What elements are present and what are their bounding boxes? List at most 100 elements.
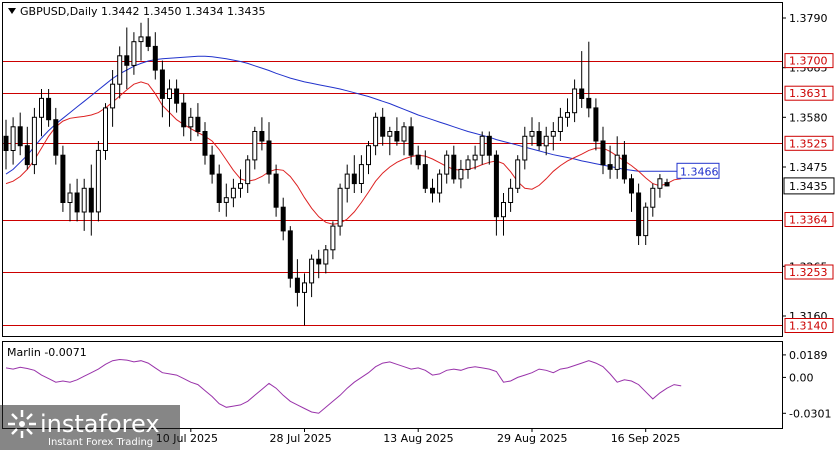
candle bbox=[479, 131, 485, 165]
candle bbox=[621, 141, 627, 184]
candle bbox=[486, 131, 492, 165]
candle bbox=[74, 178, 80, 222]
level-price-label: 1.3253 bbox=[789, 266, 828, 279]
time-axis: 10 Jul 2025 28 Jul 2025 13 Aug 2025 29 Aug … bbox=[156, 428, 681, 445]
candle bbox=[394, 117, 400, 146]
candle-body-up bbox=[650, 187, 656, 208]
candle-body-down bbox=[259, 131, 265, 142]
candle bbox=[316, 249, 322, 279]
candle-body-up bbox=[188, 116, 194, 128]
candle-body-up bbox=[465, 159, 471, 170]
candle bbox=[67, 183, 73, 222]
candle-body-down bbox=[636, 192, 642, 237]
candle-body-down bbox=[621, 154, 627, 180]
level-price-label: 1.3631 bbox=[789, 87, 828, 100]
candle bbox=[302, 273, 307, 326]
candle bbox=[643, 202, 649, 245]
candle bbox=[17, 112, 23, 156]
level-price-box bbox=[784, 264, 834, 280]
candle-body-up bbox=[643, 206, 649, 237]
price-tick-label: 1.3790 bbox=[789, 12, 828, 25]
watermark-tagline: Instant Forex Trading bbox=[48, 437, 153, 448]
candle bbox=[472, 145, 478, 170]
candle-body-up bbox=[387, 131, 393, 137]
watermark: instaforex Instant Forex Trading bbox=[0, 405, 180, 450]
candle-body-down bbox=[273, 173, 279, 208]
candle-body-down bbox=[380, 116, 386, 137]
candle-body-down bbox=[430, 187, 435, 194]
candle-body-up bbox=[67, 192, 73, 203]
candle-body-up bbox=[657, 178, 663, 189]
marlin-line bbox=[5, 358, 682, 414]
candle bbox=[586, 41, 592, 118]
candle-body-up bbox=[572, 88, 578, 114]
price-tick-label: 1.3475 bbox=[789, 161, 828, 174]
candle-body-up bbox=[472, 154, 478, 161]
candle-body-up bbox=[444, 154, 450, 175]
candle-body-down bbox=[3, 135, 9, 152]
candle-body-down bbox=[17, 126, 23, 147]
candle-body-down bbox=[394, 131, 400, 142]
candle bbox=[138, 22, 144, 61]
candle-body-down bbox=[287, 230, 293, 279]
candle bbox=[629, 174, 634, 212]
candle-body-down bbox=[152, 45, 158, 71]
ma-value-label: 1.3466 bbox=[680, 165, 719, 178]
candle bbox=[565, 98, 570, 127]
candle bbox=[31, 107, 37, 175]
candle-body-up bbox=[10, 126, 16, 152]
candle-body-up bbox=[245, 159, 251, 185]
candle-body-up bbox=[373, 116, 379, 147]
candle-body-down bbox=[24, 145, 30, 166]
dropdown-triangle-icon[interactable] bbox=[8, 8, 16, 14]
candle-body-down bbox=[586, 97, 592, 109]
time-tick-label: 13 Aug 2025 bbox=[383, 432, 453, 445]
time-tick-label: 16 Sep 2025 bbox=[611, 432, 681, 445]
candle-body-up bbox=[167, 88, 172, 99]
candle bbox=[572, 79, 578, 123]
level-price-box bbox=[784, 85, 834, 101]
candle bbox=[515, 155, 521, 193]
candle bbox=[238, 169, 243, 198]
candle-body-up bbox=[437, 173, 443, 194]
candle bbox=[593, 98, 599, 151]
candle-body-up bbox=[358, 164, 364, 185]
indicator-panel-frame bbox=[2, 341, 783, 429]
ma-value-box bbox=[676, 162, 720, 179]
candle bbox=[46, 89, 52, 127]
candle bbox=[280, 197, 286, 241]
level-price-box bbox=[784, 135, 834, 151]
candle bbox=[401, 122, 407, 156]
candle bbox=[230, 178, 236, 208]
candle bbox=[252, 126, 258, 170]
candle-body-up bbox=[252, 131, 258, 161]
candle bbox=[664, 178, 670, 187]
candle bbox=[216, 164, 222, 212]
candle bbox=[195, 103, 201, 137]
candle-body-down bbox=[195, 116, 201, 133]
candle bbox=[330, 221, 336, 260]
candle-body-up bbox=[557, 116, 563, 133]
watermark-brand: instaforex bbox=[40, 410, 160, 438]
candle-body-up bbox=[103, 107, 108, 151]
candle bbox=[10, 117, 16, 165]
candle-body-down bbox=[181, 102, 187, 128]
candle bbox=[387, 126, 393, 156]
symbol-label: GBPUSD,Daily bbox=[20, 5, 98, 18]
candle bbox=[366, 141, 371, 175]
time-tick-label: 28 Jul 2025 bbox=[270, 432, 332, 445]
level-price-box bbox=[784, 53, 834, 69]
candle bbox=[39, 89, 44, 137]
candle bbox=[458, 159, 464, 189]
candle bbox=[174, 79, 180, 113]
candle bbox=[550, 122, 556, 151]
horizontal-levels bbox=[3, 61, 782, 326]
candle-body-down bbox=[60, 154, 66, 203]
candle bbox=[209, 145, 215, 184]
candle bbox=[444, 150, 450, 184]
candle-body-up bbox=[344, 173, 350, 189]
candle bbox=[557, 107, 563, 141]
level-price-label: 1.3140 bbox=[789, 320, 828, 333]
candle bbox=[493, 150, 499, 236]
main-panel-frame bbox=[2, 2, 783, 337]
